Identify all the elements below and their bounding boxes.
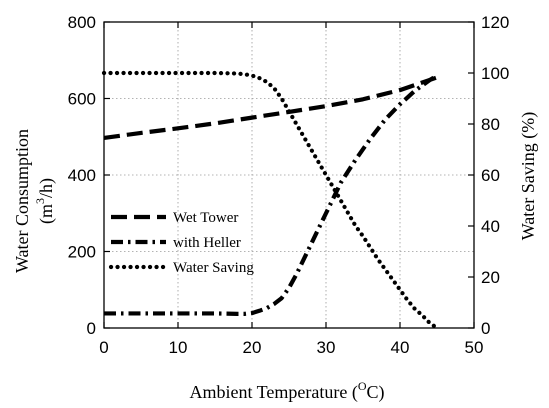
y-left-axis-unit-prefix: (m <box>36 204 57 224</box>
y-right-tick-label: 100 <box>481 64 509 83</box>
series-lines <box>101 70 440 331</box>
x-tick-label: 20 <box>243 338 262 357</box>
y-left-axis-unit-suffix: /h) <box>36 178 57 198</box>
y-right-tick-label: 40 <box>481 217 500 236</box>
y-right-tick-label: 120 <box>481 13 509 32</box>
y-right-tick-label: 20 <box>481 268 500 287</box>
y-left-axis-title-line2: (m3/h) <box>33 178 57 224</box>
y-left-tick-label: 0 <box>87 319 96 338</box>
y-left-tick-label: 400 <box>68 166 96 185</box>
x-tick-label: 40 <box>391 338 410 357</box>
legend-label: with Heller <box>173 235 241 251</box>
x-axis-title-prefix: Ambient Temperature ( <box>189 382 357 403</box>
y-right-axis-title-text: Water Saving (%) <box>518 112 539 241</box>
x-axis-title-suffix: C) <box>367 382 385 403</box>
y-left-axis-title: Water Consumption <box>12 129 32 273</box>
legend-label: Wet Tower <box>173 210 238 226</box>
y-left-tick-label: 800 <box>68 13 96 32</box>
series-line-with-heller <box>104 73 439 316</box>
y-right-tick-label: 0 <box>481 319 490 338</box>
x-tick-label: 50 <box>465 338 484 357</box>
y-left-tick-label: 200 <box>68 243 96 262</box>
y-left-tick-label: 600 <box>68 90 96 109</box>
x-tick-label: 10 <box>169 338 188 357</box>
x-tick-label: 0 <box>99 338 108 357</box>
y-right-tick-label: 60 <box>481 166 500 185</box>
series-line-water-saving <box>101 70 440 331</box>
legend-label: Water Saving <box>173 260 254 276</box>
y-left-axis-unit-superscript: 3 <box>33 198 47 204</box>
x-axis-title: Ambient Temperature (OC) <box>189 379 384 403</box>
legend: Wet Tower with Heller Water Saving <box>108 210 254 276</box>
series-line-wet-tower <box>103 75 438 140</box>
y-left-axis-unit: (m3/h) <box>33 178 57 224</box>
y-right-axis-title: Water Saving (%) <box>518 112 539 241</box>
grid-lines <box>104 22 474 328</box>
x-tick-label: 30 <box>317 338 336 357</box>
y-right-tick-label: 80 <box>481 115 500 134</box>
x-axis-title-superscript: O <box>358 379 367 393</box>
y-left-axis-title-line1: Water Consumption <box>12 129 32 273</box>
